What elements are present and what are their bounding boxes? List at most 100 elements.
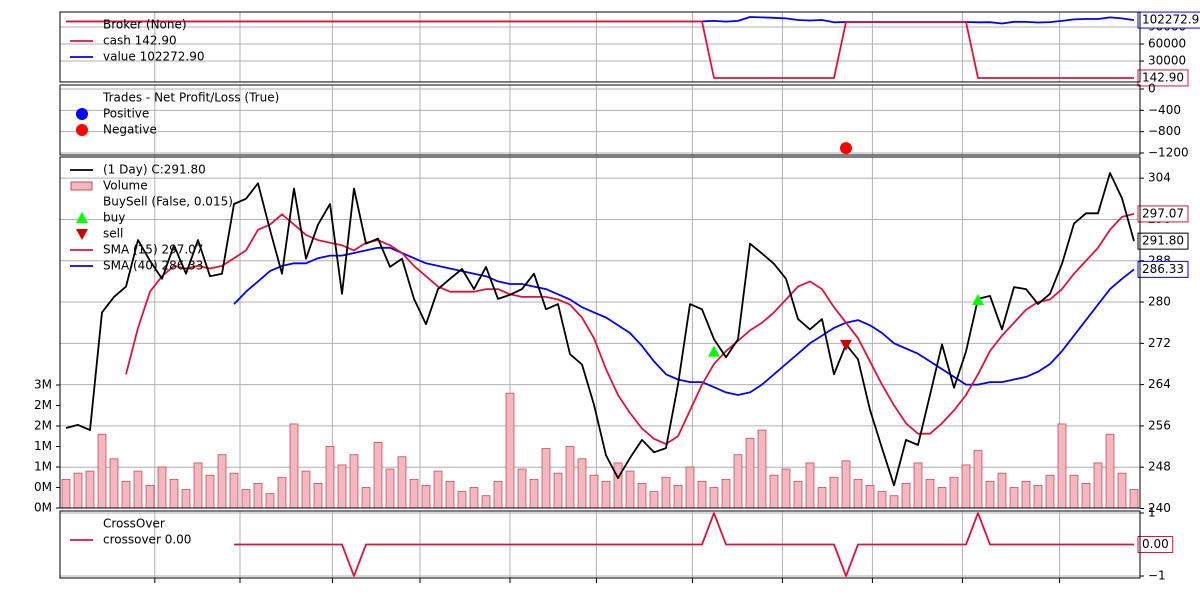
volume-bar: [745, 437, 755, 508]
y-tick-label: 264: [1148, 377, 1171, 391]
volume-bar: [997, 472, 1007, 508]
volume-bar: [61, 478, 71, 508]
end-label-box: [1137, 69, 1189, 87]
legend-label: Positive: [103, 107, 149, 121]
volume-bar: [841, 460, 851, 508]
volume-bar: [85, 470, 95, 508]
volume-bar: [829, 476, 839, 508]
legend-label: Negative: [103, 123, 157, 137]
volume-bar: [1093, 462, 1103, 508]
volume-bar: [769, 474, 779, 508]
legend-swatch: [76, 108, 88, 120]
y2-tick-label: 1M: [34, 439, 52, 453]
volume-bar: [637, 482, 647, 508]
volume-bar: [853, 478, 863, 508]
end-label-box: [1137, 536, 1174, 553]
legend-label: SMA (40) 286.33: [103, 259, 203, 273]
volume-bar: [1057, 423, 1067, 508]
legend-label: buy: [103, 211, 125, 225]
legend-label: value 102272.90: [103, 50, 204, 64]
y-tick-label: 30000: [1148, 54, 1186, 68]
volume-bar: [1021, 480, 1031, 508]
legend-group: BuySell (False, 0.015): [103, 195, 233, 209]
y-tick-label: 256: [1148, 418, 1171, 432]
end-label: 102272.90: [1142, 13, 1200, 27]
y-tick-label: 280: [1148, 295, 1171, 309]
volume-bar: [793, 480, 803, 508]
volume-bar: [397, 456, 407, 508]
volume-bar: [613, 462, 623, 508]
legend-swatch: [76, 229, 88, 240]
volume-bar: [181, 489, 191, 508]
series-line: [233, 246, 1135, 396]
volume-bar: [169, 478, 179, 508]
y-tick-label: 1: [1148, 505, 1156, 519]
volume-bar: [265, 493, 275, 508]
panel-plot: [60, 85, 1140, 155]
volume-bar: [529, 478, 539, 508]
volume-bar: [241, 489, 251, 508]
panel-plot: [60, 12, 1140, 82]
volume-bar: [973, 450, 983, 508]
end-label: 286.33: [1142, 262, 1184, 276]
volume-bar: [1033, 485, 1043, 508]
volume-bar: [121, 480, 131, 508]
y-tick-label: 0: [1148, 81, 1156, 95]
volume-bar: [685, 466, 695, 508]
legend-swatch: [70, 181, 93, 191]
volume-bar: [157, 466, 167, 508]
volume-bar: [73, 472, 83, 508]
volume-bar: [337, 464, 347, 508]
series-line: [66, 16, 1135, 25]
volume-bar: [781, 468, 791, 508]
buy-marker: [972, 293, 984, 305]
volume-bar: [1009, 487, 1019, 508]
volume-bar: [421, 485, 431, 508]
volume-bar: [1069, 474, 1079, 508]
volume-bar: [109, 458, 119, 508]
panel-frame: [59, 11, 1141, 83]
y2-tick-label: 0M: [34, 501, 52, 515]
end-label: 297.07: [1142, 206, 1184, 220]
volume-bar: [505, 392, 515, 508]
panel-frame: [59, 84, 1141, 156]
volume-bar: [709, 487, 719, 508]
volume-bar: [217, 454, 227, 508]
panel-frame: [59, 510, 1141, 579]
volume-bar: [469, 487, 479, 508]
volume-bar: [649, 491, 659, 508]
legend-label: Volume: [103, 179, 148, 193]
volume-bar: [601, 480, 611, 508]
y-tick-label: 304: [1148, 171, 1171, 185]
volume-bar: [253, 482, 263, 508]
end-label-box: [1137, 11, 1200, 29]
y2-tick-label: 1M: [34, 459, 52, 473]
legend-title: Broker (None): [103, 18, 187, 32]
volume-bar: [625, 470, 635, 508]
volume-bar: [697, 480, 707, 508]
volume-bar: [517, 468, 527, 508]
volume-bar: [445, 480, 455, 508]
volume-bar: [757, 429, 767, 508]
volume-bar: [985, 480, 995, 508]
end-label: 142.90: [1142, 70, 1184, 84]
volume-bar: [865, 485, 875, 508]
volume-bar: [289, 423, 299, 508]
volume-bar: [277, 476, 287, 508]
volume-bar: [553, 472, 563, 508]
series-line: [125, 213, 1135, 445]
buy-marker: [708, 345, 720, 357]
volume-bar: [229, 472, 239, 508]
volume-bar: [817, 487, 827, 508]
volume-bar: [889, 495, 899, 508]
volume-bar: [937, 487, 947, 508]
volume-bar: [877, 491, 887, 508]
volume-bar: [313, 482, 323, 508]
panel-plot: [60, 157, 1140, 508]
volume-bar: [193, 462, 203, 508]
volume-bar: [145, 485, 155, 508]
y-tick-label: −800: [1148, 124, 1181, 138]
volume-bar: [925, 478, 935, 508]
volume-bar: [733, 454, 743, 508]
